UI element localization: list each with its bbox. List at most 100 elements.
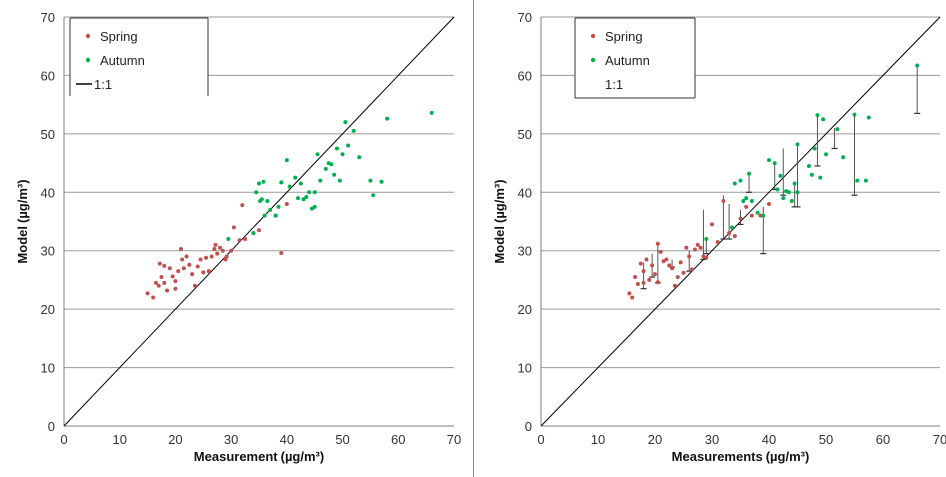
spring-point [231, 225, 236, 230]
autumn-point [806, 163, 811, 168]
x-tick-label: 20 [168, 432, 182, 447]
spring-point [180, 257, 185, 262]
spring-point [224, 254, 229, 259]
autumn-point [767, 158, 771, 163]
autumn-point [318, 178, 323, 183]
x-tick-label: 50 [819, 432, 833, 447]
autumn-point [337, 178, 342, 183]
autumn-point [821, 117, 826, 122]
spring-point [638, 261, 643, 266]
spring-point [159, 275, 164, 280]
spring-point [218, 245, 222, 250]
spring-point [284, 201, 289, 206]
spring-point [692, 247, 697, 252]
x-tick-label: 50 [335, 432, 349, 447]
spring-point [635, 282, 640, 287]
y-tick-label: 20 [518, 302, 532, 317]
chart-left: 0 10 20 30 40 50 60 70 0 10 20 30 40 50 60 70 Measuremen… [15, 10, 461, 464]
autumn-point [741, 199, 746, 204]
spring-point [173, 286, 178, 291]
legend-autumn-marker [590, 57, 596, 63]
autumn-point [385, 116, 390, 121]
spring-point [165, 288, 170, 293]
spring-point [192, 283, 197, 288]
legend-autumn-label: Autumn [605, 53, 650, 68]
autumn-point [772, 161, 777, 166]
autumn-point [265, 199, 270, 204]
spring-point [664, 257, 669, 262]
spring-point [179, 246, 183, 251]
spring-point [690, 267, 695, 272]
y-tick-label: 40 [518, 185, 532, 200]
spring-point [215, 251, 220, 256]
autumn-point [262, 213, 267, 218]
legend-autumn-label: Autumn [100, 53, 145, 68]
spring-point [658, 249, 663, 254]
autumn-point [855, 178, 860, 183]
autumn-point [329, 162, 334, 167]
autumn-point [835, 127, 840, 132]
autumn-point [340, 152, 345, 157]
spring-point [675, 275, 680, 280]
legend-spring-label: Spring [605, 29, 643, 44]
autumn-point [778, 173, 783, 178]
spring-point [687, 254, 692, 259]
spring-point [187, 262, 192, 267]
autumn-point [866, 115, 871, 120]
legend-spring-marker [590, 33, 596, 39]
legend-background [70, 18, 208, 96]
spring-point [655, 280, 660, 285]
y-axis-label: Model [492, 226, 507, 264]
autumn-point [293, 175, 298, 180]
spring-point [213, 242, 218, 247]
spring-point [678, 260, 683, 265]
spring-point [655, 241, 660, 246]
autumn-point [744, 196, 749, 201]
x-axis-unit: (µg/m³) [766, 449, 810, 464]
autumn-point [841, 155, 846, 160]
autumn-point [368, 178, 373, 183]
x-axis-unit: (µg/m³) [281, 449, 325, 464]
spring-point [157, 261, 162, 266]
panel-divider [473, 0, 474, 477]
spring-point [704, 255, 709, 260]
spring-point [198, 257, 203, 262]
spring-point [153, 280, 158, 285]
autumn-point [809, 172, 814, 177]
x-tick-label: 30 [224, 432, 238, 447]
autumn-point [738, 178, 743, 183]
autumn-point [257, 181, 261, 186]
autumn-point [747, 171, 752, 176]
spring-point [644, 257, 649, 262]
autumn-point [795, 142, 800, 147]
autumn-point [852, 112, 857, 117]
spring-point [695, 242, 700, 247]
x-tick-label: 20 [648, 432, 662, 447]
autumn-point [226, 237, 231, 242]
autumn-point [279, 180, 284, 185]
autumn-point [296, 196, 300, 201]
autumn-point [312, 190, 317, 195]
spring-point [167, 266, 172, 271]
spring-point [647, 277, 652, 282]
y-tick-label: 0 [48, 419, 55, 434]
legend-autumn-marker [85, 57, 91, 63]
autumn-point [786, 190, 791, 195]
spring-point [206, 269, 211, 274]
spring-point [195, 264, 200, 269]
spring-point [710, 222, 714, 227]
y-tick-label: 50 [518, 127, 532, 142]
spring-point [744, 204, 749, 209]
spring-point [670, 266, 675, 271]
spring-point [738, 216, 743, 221]
autumn-point [812, 146, 817, 151]
autumn-point [792, 181, 797, 186]
y-axis-title: Model (µg/m³) [492, 179, 507, 263]
spring-point [630, 295, 635, 300]
autumn-point [251, 231, 256, 236]
autumn-point [357, 155, 362, 160]
y-tick-label: 50 [41, 127, 55, 142]
autumn-point [301, 197, 306, 202]
autumn-point [818, 175, 823, 180]
